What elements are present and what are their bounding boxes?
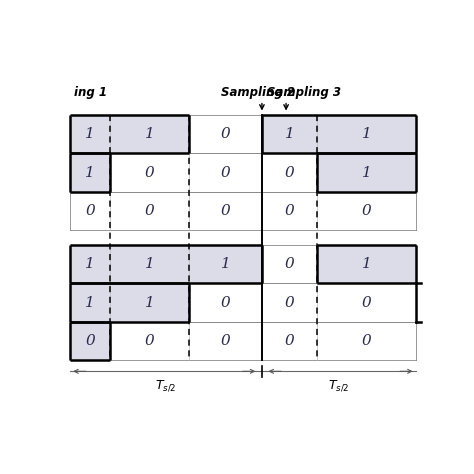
Bar bbox=[110, 115, 190, 154]
Text: 1: 1 bbox=[85, 257, 95, 271]
Text: 1: 1 bbox=[362, 165, 371, 180]
Text: ing 1: ing 1 bbox=[74, 86, 107, 99]
Bar bbox=[317, 283, 416, 321]
Bar bbox=[317, 245, 416, 283]
Text: 0: 0 bbox=[221, 165, 230, 180]
Text: 0: 0 bbox=[285, 165, 294, 180]
Text: 1: 1 bbox=[85, 128, 95, 141]
Text: $T_{s/2}$: $T_{s/2}$ bbox=[328, 378, 349, 392]
Bar bbox=[70, 321, 110, 360]
Bar bbox=[262, 115, 317, 154]
Bar bbox=[110, 283, 190, 321]
Text: Sampling 3: Sampling 3 bbox=[267, 86, 341, 99]
Text: 1: 1 bbox=[362, 128, 371, 141]
Text: 0: 0 bbox=[85, 334, 95, 348]
Text: 0: 0 bbox=[285, 334, 294, 348]
Bar bbox=[317, 191, 416, 230]
Text: 1: 1 bbox=[285, 128, 294, 141]
Text: 1: 1 bbox=[145, 257, 155, 271]
Text: 0: 0 bbox=[285, 295, 294, 310]
Bar bbox=[190, 191, 262, 230]
Text: 1: 1 bbox=[145, 128, 155, 141]
Bar bbox=[190, 321, 262, 360]
Bar bbox=[317, 115, 416, 154]
Text: 0: 0 bbox=[285, 204, 294, 218]
Text: 1: 1 bbox=[362, 257, 371, 271]
Bar bbox=[70, 283, 110, 321]
Bar bbox=[262, 191, 317, 230]
Text: 0: 0 bbox=[85, 204, 95, 218]
Bar bbox=[262, 321, 317, 360]
Text: 1: 1 bbox=[85, 165, 95, 180]
Bar bbox=[262, 154, 317, 191]
Text: 1: 1 bbox=[85, 295, 95, 310]
Bar bbox=[262, 245, 317, 283]
Text: 0: 0 bbox=[285, 257, 294, 271]
Text: 0: 0 bbox=[221, 295, 230, 310]
Text: Sampling 2: Sampling 2 bbox=[221, 86, 295, 99]
Text: 1: 1 bbox=[145, 295, 155, 310]
Bar bbox=[190, 115, 262, 154]
Text: 0: 0 bbox=[221, 204, 230, 218]
Text: 0: 0 bbox=[362, 204, 371, 218]
Bar bbox=[110, 191, 190, 230]
Text: 0: 0 bbox=[221, 128, 230, 141]
Text: $T_{s/2}$: $T_{s/2}$ bbox=[155, 378, 177, 392]
Text: 0: 0 bbox=[362, 334, 371, 348]
Bar bbox=[190, 283, 262, 321]
Bar bbox=[110, 321, 190, 360]
Bar bbox=[262, 283, 317, 321]
Bar bbox=[110, 154, 190, 191]
Bar bbox=[190, 154, 262, 191]
Bar bbox=[317, 154, 416, 191]
Bar bbox=[70, 191, 110, 230]
Text: 0: 0 bbox=[362, 295, 371, 310]
Text: 0: 0 bbox=[145, 165, 155, 180]
Text: 0: 0 bbox=[221, 334, 230, 348]
Bar bbox=[70, 115, 110, 154]
Text: 0: 0 bbox=[145, 334, 155, 348]
Bar bbox=[110, 245, 190, 283]
Bar bbox=[317, 321, 416, 360]
Bar bbox=[190, 245, 262, 283]
Bar bbox=[70, 154, 110, 191]
Text: 0: 0 bbox=[145, 204, 155, 218]
Text: 1: 1 bbox=[221, 257, 230, 271]
Bar bbox=[70, 245, 110, 283]
